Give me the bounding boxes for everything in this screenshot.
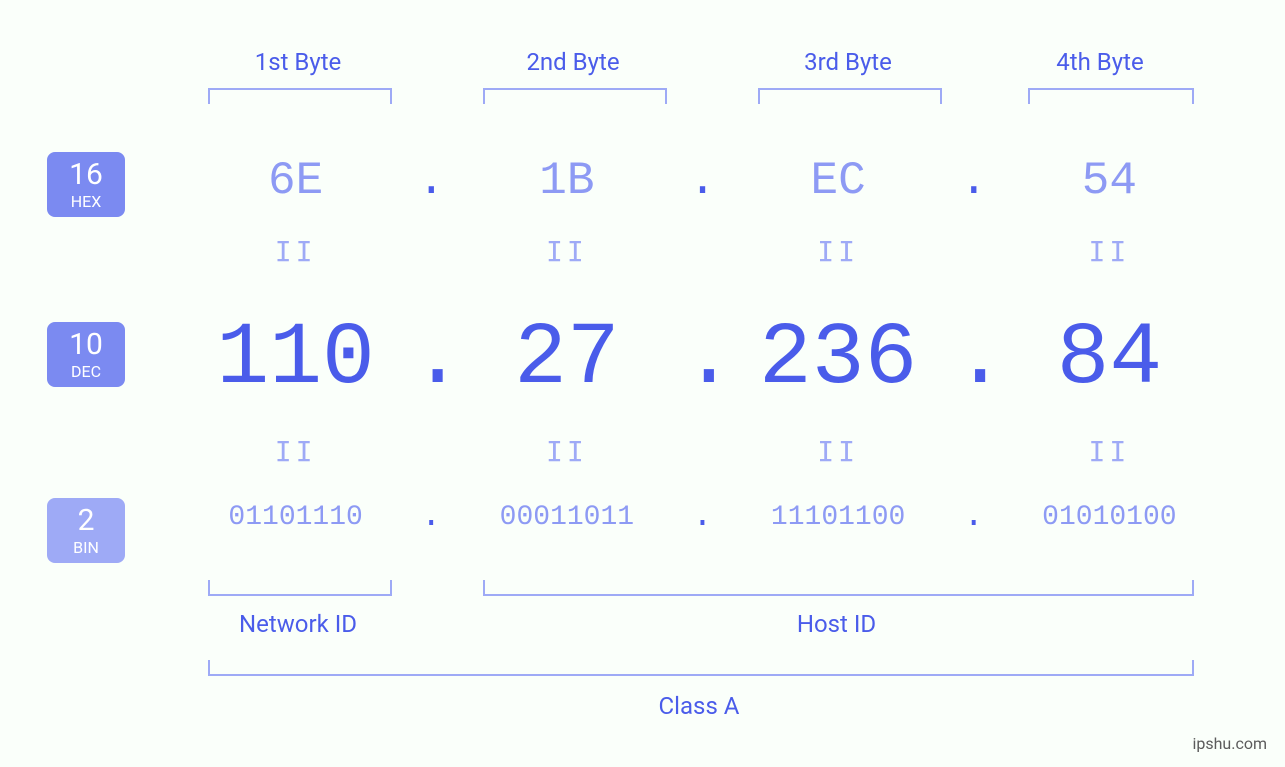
dec-byte-3: 236 — [723, 310, 954, 409]
base-name-hex: HEX — [47, 192, 125, 211]
bin-byte-1: 01101110 — [180, 502, 411, 533]
hex-sep-3: . — [954, 155, 994, 207]
hex-byte-1: 6E — [180, 155, 411, 207]
byte-bracket-2 — [483, 88, 667, 104]
bin-byte-4: 01010100 — [994, 502, 1225, 533]
hex-sep-2: . — [683, 155, 723, 207]
base-badge-dec: 10 DEC — [47, 322, 125, 387]
hex-byte-2: 1B — [451, 155, 682, 207]
class-label: Class A — [208, 692, 1190, 720]
bin-byte-3: 11101100 — [723, 502, 954, 533]
dec-byte-1: 110 — [180, 310, 411, 409]
equals-row-dec-bin: II II II II — [180, 435, 1225, 468]
equals-1-1: II — [180, 235, 411, 268]
ip-diagram: 1st Byte 2nd Byte 3rd Byte 4th Byte 16 H… — [0, 0, 1285, 767]
byte-bracket-3 — [758, 88, 942, 104]
equals-1-2: II — [451, 235, 682, 268]
base-name-dec: DEC — [47, 362, 125, 381]
equals-1-4: II — [994, 235, 1225, 268]
base-name-bin: BIN — [47, 538, 125, 557]
dec-sep-1: . — [411, 310, 451, 409]
byte-header-1: 1st Byte — [233, 48, 363, 76]
equals-2-2: II — [451, 435, 682, 468]
hex-byte-4: 54 — [994, 155, 1225, 207]
byte-header-3: 3rd Byte — [783, 48, 913, 76]
bin-byte-2: 00011011 — [451, 502, 682, 533]
equals-2-1: II — [180, 435, 411, 468]
equals-row-hex-dec: II II II II — [180, 235, 1225, 268]
bin-sep-1: . — [411, 498, 451, 536]
base-radix-bin: 2 — [47, 506, 125, 536]
byte-bracket-1 — [208, 88, 392, 104]
byte-header-2: 2nd Byte — [508, 48, 638, 76]
base-badge-bin: 2 BIN — [47, 498, 125, 563]
dec-sep-2: . — [683, 310, 723, 409]
hex-sep-1: . — [411, 155, 451, 207]
class-bracket — [208, 660, 1194, 676]
byte-bracket-4 — [1028, 88, 1194, 104]
dec-byte-4: 84 — [994, 310, 1225, 409]
bin-sep-3: . — [954, 498, 994, 536]
base-radix-hex: 16 — [47, 160, 125, 190]
dec-byte-2: 27 — [451, 310, 682, 409]
bin-row: 01101110 . 00011011 . 11101100 . 0101010… — [180, 498, 1225, 536]
base-radix-dec: 10 — [47, 330, 125, 360]
bin-sep-2: . — [683, 498, 723, 536]
host-id-label: Host ID — [483, 610, 1190, 638]
byte-header-4: 4th Byte — [1035, 48, 1165, 76]
base-badge-hex: 16 HEX — [47, 152, 125, 217]
equals-1-3: II — [723, 235, 954, 268]
network-id-bracket — [208, 580, 392, 596]
dec-sep-3: . — [954, 310, 994, 409]
hex-byte-3: EC — [723, 155, 954, 207]
equals-2-3: II — [723, 435, 954, 468]
watermark: ipshu.com — [1192, 734, 1267, 753]
network-id-label: Network ID — [208, 610, 388, 638]
hex-row: 6E . 1B . EC . 54 — [180, 155, 1225, 207]
host-id-bracket — [483, 580, 1194, 596]
equals-2-4: II — [994, 435, 1225, 468]
dec-row: 110 . 27 . 236 . 84 — [180, 310, 1225, 409]
